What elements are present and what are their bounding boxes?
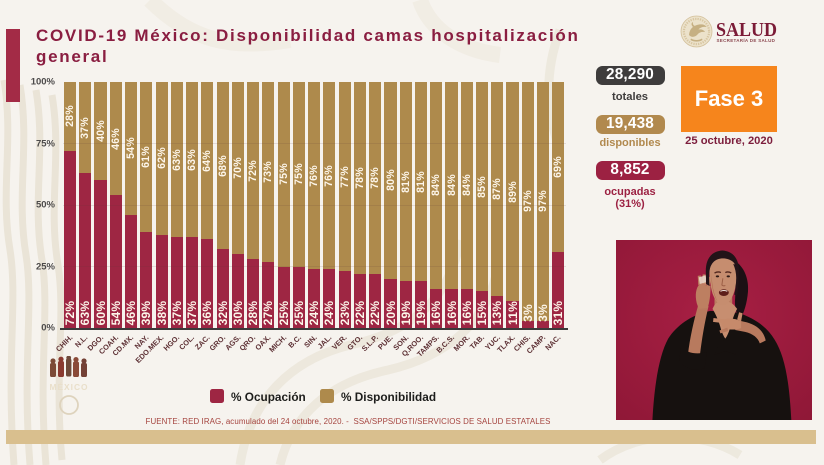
svg-text:SALUD: SALUD	[716, 19, 777, 41]
svg-text:MÉXICO: MÉXICO	[49, 381, 88, 392]
